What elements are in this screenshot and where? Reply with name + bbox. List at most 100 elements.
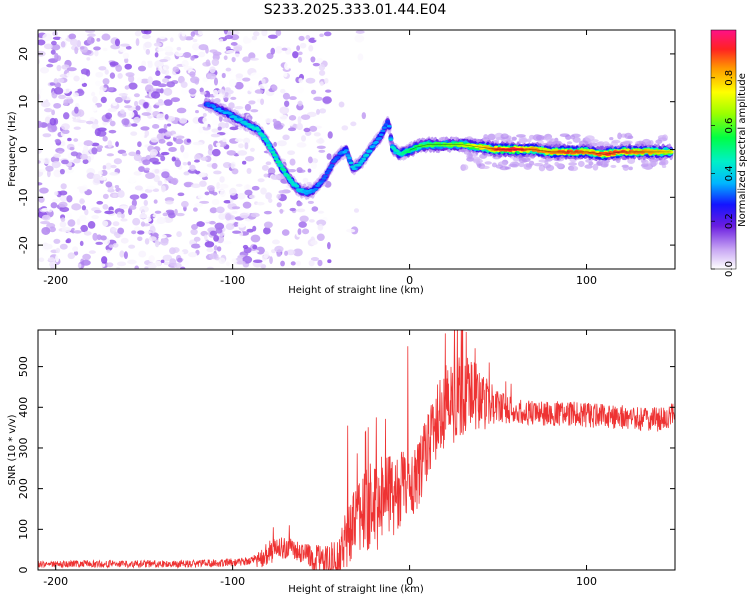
spectrogram-speckle: [242, 56, 251, 63]
spectrogram-speckle: [38, 120, 43, 128]
spectrogram-speckle: [174, 50, 184, 57]
spectrogram-speckle: [263, 210, 272, 215]
spectrogram-speckle: [216, 181, 221, 190]
spectrogram-speckle: [83, 140, 94, 147]
spectrogram-ridge-cell: [319, 180, 325, 183]
spectrogram-speckle: [597, 141, 605, 146]
spectrogram-ridge-cell: [343, 149, 349, 152]
spectrogram-speckle: [312, 62, 320, 67]
spectrogram-speckle: [50, 156, 60, 163]
spectrogram-speckle: [216, 246, 222, 252]
spectrogram-ridge-cell: [315, 184, 320, 188]
spectrogram-speckle: [38, 257, 45, 263]
spectrogram-speckle: [217, 187, 225, 192]
spectrogram-ridge-cell: [388, 138, 394, 141]
spectrogram-speckle: [145, 172, 155, 179]
spectrogram-speckle: [273, 141, 277, 147]
spectrogram-speckle: [54, 138, 61, 143]
spectrogram-speckle: [169, 247, 176, 255]
spectrogram-speckle: [316, 233, 325, 242]
spectrogram-speckle: [224, 35, 234, 40]
spectrogram-speckle: [318, 70, 326, 76]
spectrogram-speckle: [154, 239, 160, 248]
spectrogram-speckle: [160, 259, 165, 264]
spectrogram-speckle: [79, 198, 85, 205]
spectrogram-speckle: [131, 230, 137, 235]
spectrogram-speckle: [155, 102, 165, 106]
spectrogram-ridge-cell: [284, 174, 290, 177]
spectrogram-speckle: [73, 230, 82, 234]
spectrogram-speckle: [250, 72, 260, 80]
spectrogram-speckle: [86, 57, 91, 61]
spectrogram-speckle: [269, 256, 273, 265]
spectrogram-speckle: [341, 125, 349, 131]
spectrogram-speckle: [166, 123, 172, 127]
spectrogram-y-tick-label: 20: [17, 47, 30, 61]
spectrogram-speckle: [265, 192, 273, 200]
spectrogram-speckle: [231, 30, 240, 36]
spectrogram-speckle: [152, 161, 161, 165]
spectrogram-speckle: [293, 248, 303, 257]
spectrogram-speckle: [115, 96, 123, 103]
spectrogram-speckle: [121, 152, 128, 157]
spectrogram-speckle: [215, 33, 223, 38]
spectrogram-speckle: [50, 40, 57, 46]
spectrogram-speckle: [94, 49, 99, 57]
spectrogram-speckle: [143, 199, 148, 207]
spectrogram-ridge-cell: [288, 178, 293, 181]
spectrogram-speckle: [355, 30, 365, 34]
spectrogram-speckle: [167, 212, 176, 219]
spectrogram-speckle: [152, 188, 160, 193]
spectrogram-speckle: [81, 82, 88, 87]
spectrogram-speckle: [228, 79, 237, 87]
spectrogram-speckle: [166, 81, 176, 88]
spectrogram-speckle: [160, 151, 170, 156]
spectrogram-speckle: [77, 142, 84, 147]
spectrogram-x-label: Height of straight line (km): [288, 285, 424, 296]
spectrogram-speckle: [622, 165, 630, 171]
spectrogram-speckle: [319, 108, 327, 114]
spectrogram-speckle: [192, 145, 200, 150]
spectrogram-speckle: [198, 172, 207, 178]
spectrogram-speckle: [152, 213, 161, 218]
spectrogram-speckle: [138, 212, 148, 219]
spectrogram-speckle: [120, 218, 128, 222]
spectrogram-speckle: [53, 78, 58, 84]
spectrogram-speckle: [61, 226, 71, 233]
spectrogram-speckle: [76, 218, 81, 226]
spectrogram-speckle: [231, 206, 241, 210]
spectrogram-speckle: [209, 66, 216, 74]
spectrogram-ridge-cell: [364, 153, 370, 157]
spectrogram-speckle: [219, 189, 226, 198]
spectrogram-speckle: [171, 156, 176, 162]
spectrogram-speckle: [211, 148, 221, 157]
spectrogram-speckle: [307, 168, 312, 173]
spectrogram-ridge-cell: [299, 188, 305, 191]
spectrogram-speckle: [308, 219, 315, 223]
spectrogram-speckle: [276, 252, 282, 257]
spectrogram-speckle: [260, 187, 267, 195]
spectrogram-ridge-cell: [268, 147, 274, 151]
spectrogram-speckle: [66, 71, 76, 78]
spectrogram-speckle: [213, 245, 218, 251]
spectrogram-speckle: [174, 159, 182, 168]
spectrogram-speckle: [297, 86, 304, 94]
spectrogram-speckle: [61, 123, 70, 131]
spectrogram-speckle: [51, 109, 56, 116]
spectrogram-speckle: [102, 135, 108, 142]
spectrogram-speckle: [624, 132, 633, 140]
spectrogram-speckle: [43, 43, 53, 50]
spectrogram-speckle: [93, 46, 101, 51]
spectrogram-ridge-cell: [270, 151, 276, 154]
spectrogram-speckle: [568, 162, 577, 166]
spectrogram-speckle: [191, 43, 201, 51]
spectrogram-speckle: [83, 145, 89, 153]
spectrogram-speckle: [252, 244, 258, 250]
spectrogram-speckle: [165, 200, 174, 205]
spectrogram-speckle: [119, 109, 125, 114]
spectrogram-speckle: [276, 193, 281, 200]
spectrogram-speckle: [661, 164, 667, 169]
spectrogram-speckle: [204, 191, 210, 196]
spectrogram-speckle: [248, 52, 256, 60]
